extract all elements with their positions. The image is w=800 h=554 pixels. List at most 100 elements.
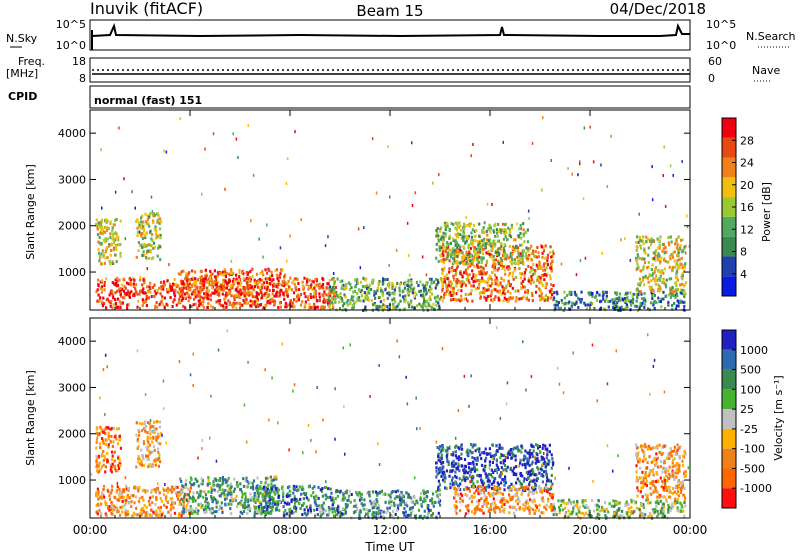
range-cell [352, 295, 355, 299]
range-cell [343, 302, 346, 306]
range-cell [452, 468, 455, 472]
range-cell [462, 226, 465, 230]
range-cell [248, 276, 251, 280]
range-cell [521, 463, 524, 467]
range-cell [488, 473, 491, 477]
range-cell [161, 295, 164, 299]
range-cell [114, 291, 117, 295]
range-cell [512, 447, 515, 451]
range-cell [104, 250, 107, 254]
range-cell [326, 298, 329, 302]
range-cell [438, 245, 441, 249]
range-cell [104, 256, 107, 260]
range-cell [149, 229, 152, 233]
range-cell [446, 460, 449, 463]
range-cell [239, 510, 242, 514]
range-cell [464, 297, 467, 301]
range-cell [527, 458, 530, 462]
range-cell [245, 281, 248, 284]
range-cell [530, 444, 533, 448]
range-cell [474, 239, 477, 243]
range-cell [502, 265, 505, 269]
range-cell [441, 285, 444, 288]
range-cell [658, 300, 661, 304]
range-cell [222, 273, 225, 277]
range-cell [532, 445, 535, 449]
range-cell [455, 444, 458, 448]
range-cell [483, 231, 486, 235]
range-cell [149, 464, 152, 468]
range-cell [671, 267, 674, 271]
range-cell [158, 222, 161, 225]
range-cell [541, 284, 544, 287]
range-cell [464, 240, 467, 244]
range-cell [459, 233, 462, 236]
range-cell [529, 448, 532, 452]
range-cell [321, 504, 324, 508]
range-cell [220, 285, 223, 289]
range-cell [669, 286, 672, 290]
range-cell [519, 223, 522, 227]
range-cell [457, 446, 460, 450]
range-cell [268, 491, 271, 495]
range-cell [670, 290, 673, 294]
range-cell [497, 290, 500, 294]
range-cell [243, 492, 246, 496]
range-cell [532, 263, 535, 266]
range-cell [305, 283, 308, 287]
range-cell [106, 488, 109, 492]
range-cell [275, 294, 278, 298]
range-cell [500, 466, 503, 470]
range-cell [484, 459, 487, 463]
range-cell [537, 467, 540, 471]
range-cell [589, 125, 591, 129]
range-cell [192, 278, 195, 282]
range-cell [448, 237, 451, 240]
range-cell [635, 292, 638, 296]
range-cell [657, 268, 660, 272]
range-cell [201, 286, 204, 290]
range-cell [508, 505, 511, 509]
range-cell [185, 272, 188, 276]
range-cell [260, 286, 263, 290]
range-cell [451, 262, 454, 266]
range-cell [437, 458, 440, 462]
range-cell [238, 275, 241, 279]
range-cell [441, 444, 444, 448]
range-cell [267, 511, 270, 515]
range-cell [626, 298, 629, 302]
range-cell [188, 496, 191, 499]
range-cell [540, 490, 544, 494]
range-cell [654, 279, 657, 283]
range-cell [514, 261, 517, 265]
range-cell [252, 485, 255, 489]
range-cell [117, 427, 121, 431]
y-tick-label: 2000 [58, 220, 86, 233]
range-cell [540, 294, 543, 298]
range-cell [651, 257, 654, 261]
range-cell [507, 282, 510, 286]
range-cell [277, 496, 280, 499]
range-cell [440, 280, 443, 283]
range-cell [148, 256, 151, 260]
range-cell [676, 266, 679, 270]
range-cell [227, 291, 230, 295]
range-cell [478, 489, 481, 493]
range-cell [132, 282, 135, 286]
range-cell [485, 297, 488, 301]
range-cell [674, 276, 677, 280]
range-cell [254, 506, 257, 510]
range-cell [495, 458, 499, 462]
range-cell [306, 277, 309, 281]
range-cell [525, 251, 528, 255]
range-cell [390, 291, 393, 295]
range-cell [286, 259, 288, 263]
range-cell [113, 282, 116, 286]
range-cell [361, 285, 365, 288]
range-cell [149, 513, 152, 517]
range-cell [667, 236, 670, 239]
range-cell [246, 511, 249, 515]
range-cell [393, 288, 396, 292]
range-cell [124, 513, 127, 517]
range-cell [139, 278, 142, 282]
